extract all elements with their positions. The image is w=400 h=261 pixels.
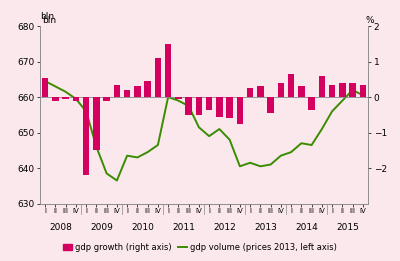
Text: %: %	[365, 16, 374, 25]
Bar	[329, 85, 336, 97]
Text: 2013: 2013	[254, 223, 277, 232]
Text: bln: bln	[42, 16, 56, 25]
Bar	[247, 88, 254, 97]
Text: 2011: 2011	[172, 223, 195, 232]
Text: 2012: 2012	[213, 223, 236, 232]
Bar	[206, 97, 212, 110]
Bar	[124, 90, 130, 97]
Bar	[185, 97, 192, 115]
Bar	[154, 58, 161, 97]
Bar	[298, 86, 305, 97]
Bar	[236, 97, 243, 124]
Bar	[103, 97, 110, 101]
Text: 2008: 2008	[49, 223, 72, 232]
Bar	[52, 97, 59, 101]
Bar	[196, 97, 202, 115]
Bar	[226, 97, 233, 118]
Bar	[62, 97, 69, 99]
Bar	[360, 85, 366, 97]
Bar	[278, 83, 284, 97]
Bar	[42, 78, 48, 97]
Text: 2015: 2015	[336, 223, 359, 232]
Bar	[267, 97, 274, 113]
Bar	[288, 74, 294, 97]
Bar	[308, 97, 315, 110]
Bar	[257, 86, 264, 97]
Bar	[339, 83, 346, 97]
Legend: gdp growth (right axis), gdp volume (prices 2013, left axis): gdp growth (right axis), gdp volume (pri…	[60, 240, 340, 256]
Bar	[93, 97, 100, 150]
Bar	[114, 85, 120, 97]
Bar	[349, 83, 356, 97]
Bar	[144, 81, 151, 97]
Bar	[72, 97, 79, 101]
Text: bln: bln	[40, 12, 54, 21]
Text: 2014: 2014	[295, 223, 318, 232]
Bar	[165, 44, 172, 97]
Text: 2010: 2010	[131, 223, 154, 232]
Bar	[134, 86, 141, 97]
Text: 2009: 2009	[90, 223, 113, 232]
Bar	[83, 97, 90, 175]
Bar	[216, 97, 223, 117]
Bar	[175, 97, 182, 99]
Bar	[318, 76, 325, 97]
